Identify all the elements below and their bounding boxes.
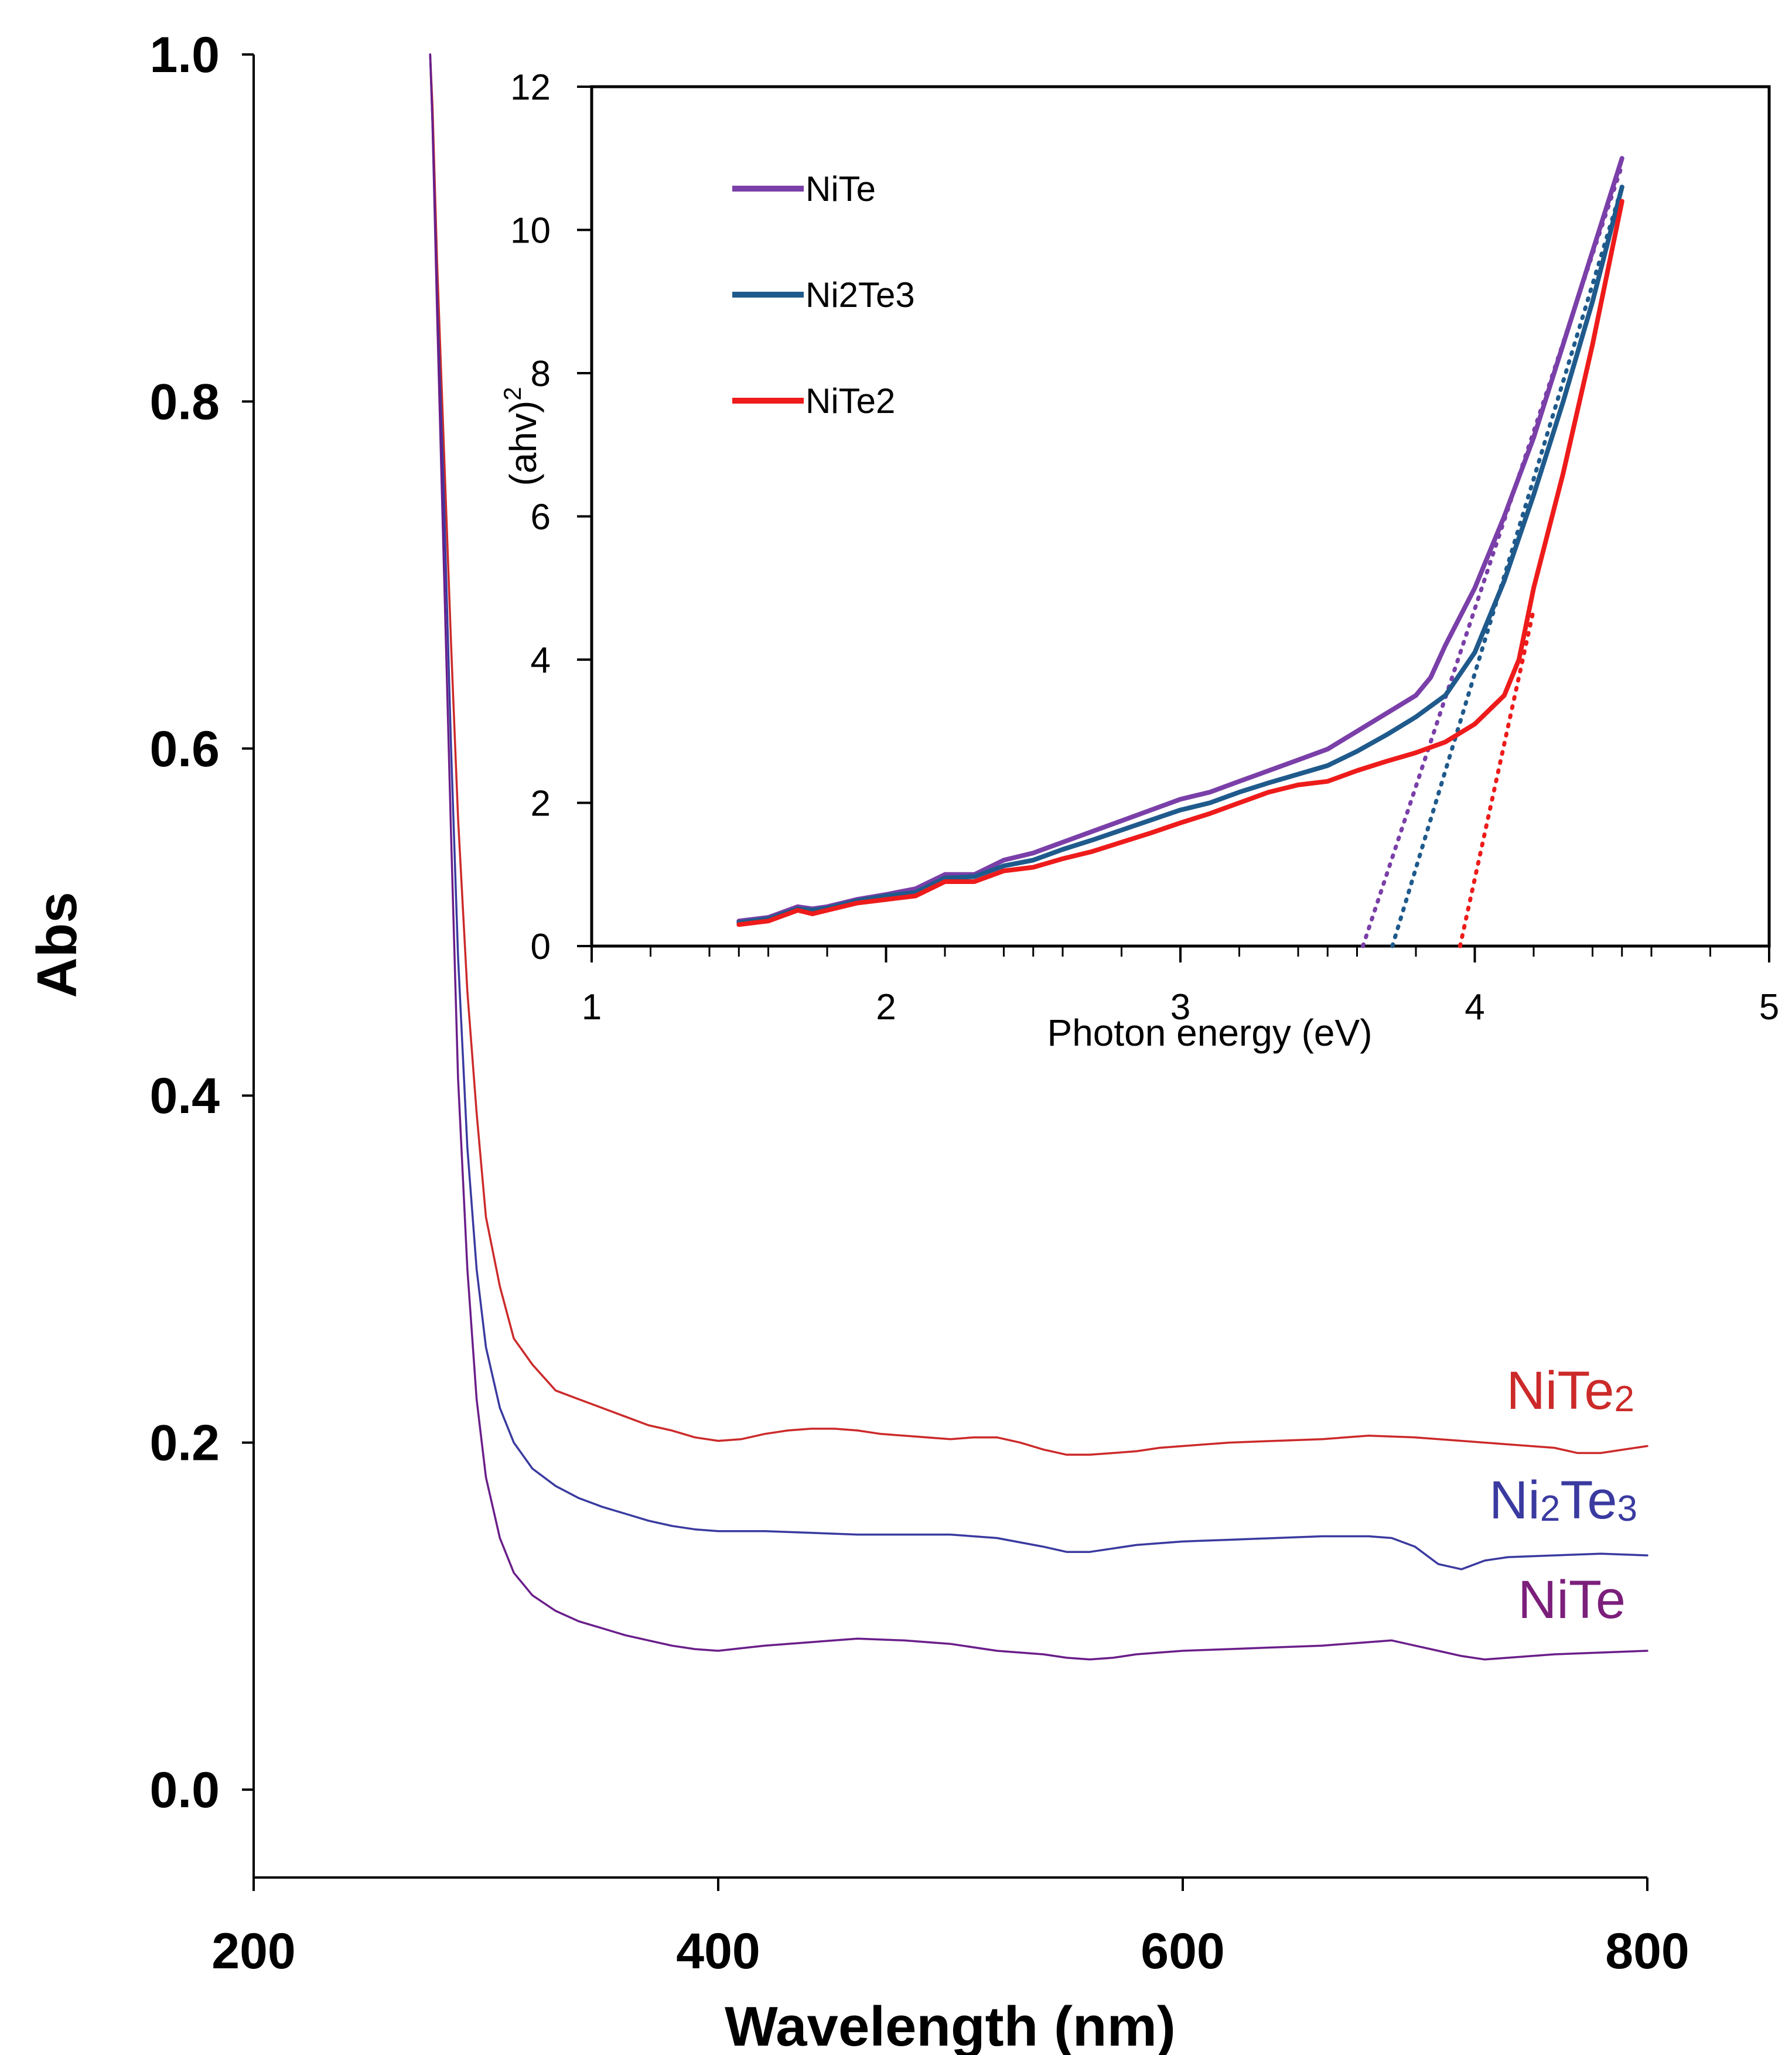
inset-x-tick-label: 4 [1465, 987, 1484, 1028]
inset-y-tick-label: 8 [531, 354, 551, 394]
main-y-tick-label: 0.6 [149, 721, 220, 777]
main-x-axis-title: Wavelength (nm) [725, 1995, 1176, 2055]
main-y-ticks: 0.0 0.2 0.4 0.6 0.8 1.0 [149, 27, 254, 1818]
inset-y-tick-label: 10 [510, 211, 551, 251]
series-label-nite: NiTe [1518, 1570, 1626, 1630]
main-series-ni2te3 [429, 53, 1648, 1571]
inset-y-ticks: 0 2 4 6 8 10 12 [510, 67, 592, 967]
main-y-tick-label: 0.4 [149, 1068, 220, 1124]
inset-y-tick-label: 2 [531, 784, 551, 824]
inset-y-tick-label: 12 [510, 67, 551, 108]
inset-y-tick-label: 4 [531, 640, 551, 681]
series-label-ni2te3: Ni2Te3 [1489, 1470, 1637, 1530]
inset-x-tick-label: 2 [876, 987, 896, 1028]
series-label-nite2: NiTe2 [1506, 1361, 1634, 1421]
inset-y-axis-title: (ahv)2 [499, 387, 544, 486]
inset-series-nite2 [736, 199, 1624, 927]
inset-curves [736, 156, 1624, 927]
main-y-axis-title: Abs [26, 892, 88, 998]
main-y-tick-label: 0.0 [149, 1762, 220, 1818]
legend-label-nite2: NiTe2 [805, 381, 895, 421]
main-x-tick-label: 800 [1605, 1923, 1689, 1979]
main-series-nite [429, 53, 1648, 1661]
main-x-ticks: 200 400 600 800 [211, 1878, 1689, 1979]
inset-series-ni2te3 [736, 185, 1624, 925]
inset-y-tick-label: 0 [531, 927, 551, 967]
main-x-tick-label: 600 [1141, 1923, 1225, 1979]
main-y-tick-label: 0.8 [149, 374, 220, 430]
inset-x-axis-title: Photon energy (eV) [1047, 1012, 1373, 1054]
main-chart: 0.0 0.2 0.4 0.6 0.8 1.0 200 400 600 800 Abs Wave… [26, 27, 1689, 2055]
main-y-tick-label: 1.0 [149, 27, 220, 83]
inset-plot-frame [590, 85, 1771, 948]
main-curves [429, 53, 1648, 1661]
legend-label-nite: NiTe [805, 169, 876, 209]
main-series-nite2 [429, 53, 1648, 1456]
inset-x-ticks: 1 2 3 4 5 [582, 946, 1779, 1028]
inset-legend: NiTe Ni2Te3 NiTe2 [732, 169, 915, 421]
inset-x-tick-label: 1 [582, 987, 602, 1028]
inset-extrapolation-nite2 [1458, 607, 1536, 948]
inset-x-tick-label: 5 [1759, 987, 1779, 1028]
main-y-tick-label: 0.2 [149, 1415, 220, 1472]
legend-label-ni2te3: Ni2Te3 [805, 275, 915, 315]
main-x-tick-label: 400 [676, 1923, 760, 1979]
main-x-tick-label: 200 [211, 1923, 296, 1979]
inset-y-tick-label: 6 [531, 497, 551, 538]
inset-x-tick-label: 3 [1170, 987, 1190, 1028]
